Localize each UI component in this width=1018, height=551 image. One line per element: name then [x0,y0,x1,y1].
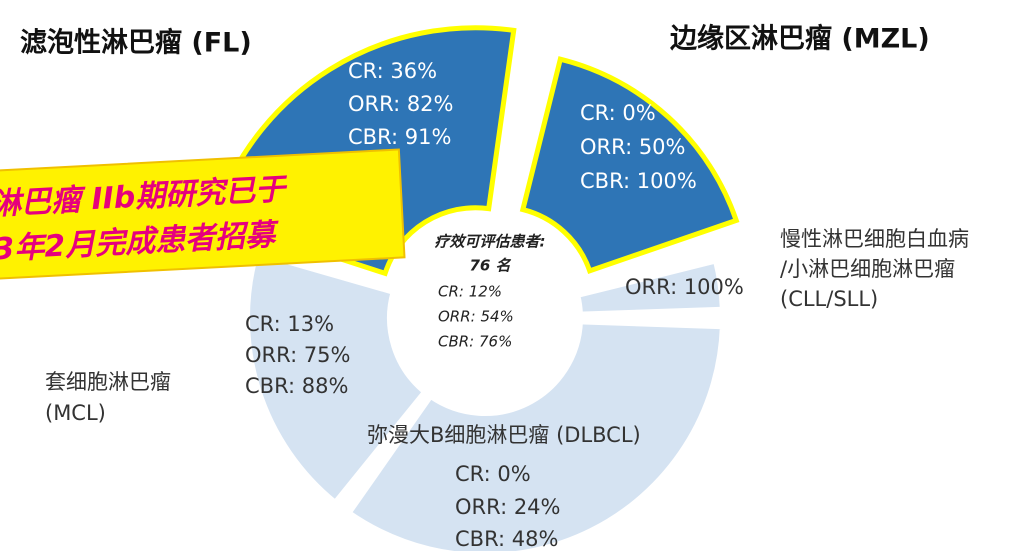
cll-name: 慢性淋巴细胞白血病 [780,227,969,251]
fl-label: CR: 36% [348,59,437,83]
dlbcl-name: 弥漫大B细胞淋巴瘤 (DLBCL) [367,423,641,447]
cll-name: (CLL/SLL) [780,287,878,311]
center-heading: 疗效可评估患者: [435,233,546,251]
mzl-label: CBR: 100% [580,169,697,193]
dlbcl-label: CBR: 48% [455,527,558,551]
mzl-title: 边缘区淋巴瘤 (MZL) [670,23,930,55]
fl-label: ORR: 82% [348,92,454,116]
center-label: ORR: 54% [438,308,514,326]
center-label: CR: 12% [438,283,502,301]
center-label: CBR: 76% [438,333,512,351]
segment [573,256,726,318]
dlbcl-label: CR: 0% [455,462,531,486]
segment [344,318,726,551]
segment [519,56,740,275]
mzl-label: CR: 0% [580,101,656,125]
cll-label: ORR: 100% [625,275,744,299]
cll-name: /小淋巴细胞淋巴瘤 [780,257,955,281]
mcl-label: ORR: 75% [245,343,351,367]
center-heading: 76 名 [469,257,511,275]
mcl-name: (MCL) [45,401,106,425]
donut [210,25,740,551]
dlbcl-label: ORR: 24% [455,495,561,519]
fl-title: 滤泡性淋巴瘤 (FL) [20,27,252,59]
mzl-label: ORR: 50% [580,135,686,159]
banner: 淋巴瘤 IIb期研究已于 3年2月完成患者招募 [0,148,406,282]
banner-bg [0,148,406,282]
fl-label: CBR: 91% [348,125,451,149]
segment [244,248,430,508]
mcl-label: CBR: 88% [245,374,348,398]
mcl-name: 套细胞淋巴瘤 [45,370,171,394]
mcl-label: CR: 13% [245,312,334,336]
